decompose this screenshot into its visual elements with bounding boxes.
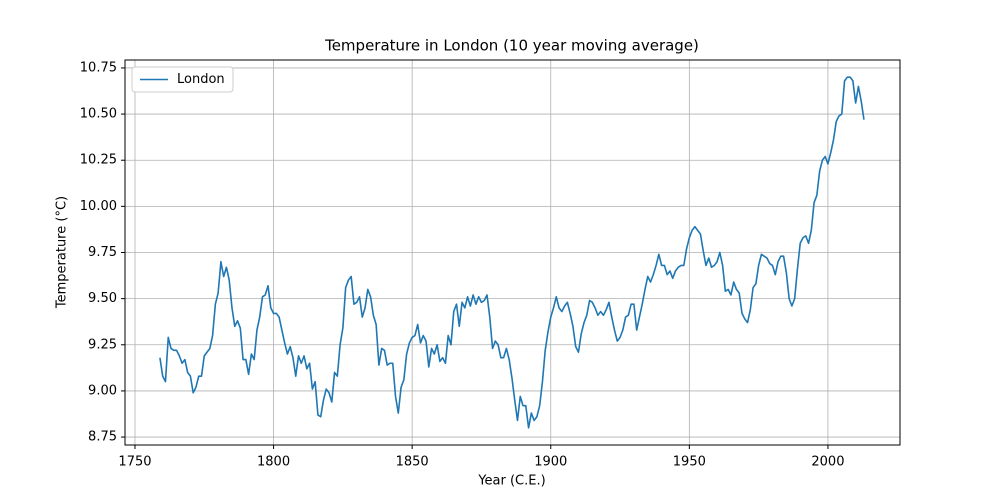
x-axis-label: Year (C.E.) [477, 474, 545, 489]
y-tick-label: 10.25 [80, 153, 117, 168]
y-tick-label: 9.75 [88, 245, 117, 260]
x-tick-label: 1950 [673, 455, 706, 470]
legend-label: London [177, 72, 225, 87]
y-tick-label: 10.00 [80, 199, 117, 214]
chart-title: Temperature in London (10 year moving av… [324, 37, 699, 55]
y-tick-label: 9.25 [88, 337, 117, 352]
x-tick-label: 2000 [811, 455, 844, 470]
x-tick-label: 1750 [118, 455, 151, 470]
x-tick-label: 1850 [396, 455, 429, 470]
y-tick-label: 8.75 [88, 430, 117, 445]
y-tick-label: 10.75 [80, 60, 117, 75]
y-tick-label: 9.00 [88, 383, 117, 398]
y-axis-label: Temperature (°C) [55, 196, 70, 309]
x-tick-label: 1900 [534, 455, 567, 470]
y-tick-label: 9.50 [88, 291, 117, 306]
y-tick-label: 10.50 [80, 107, 117, 122]
data-line [159, 76, 865, 429]
legend-box [131, 66, 234, 93]
axes-frame [124, 59, 901, 446]
x-tick-label: 1800 [257, 455, 290, 470]
